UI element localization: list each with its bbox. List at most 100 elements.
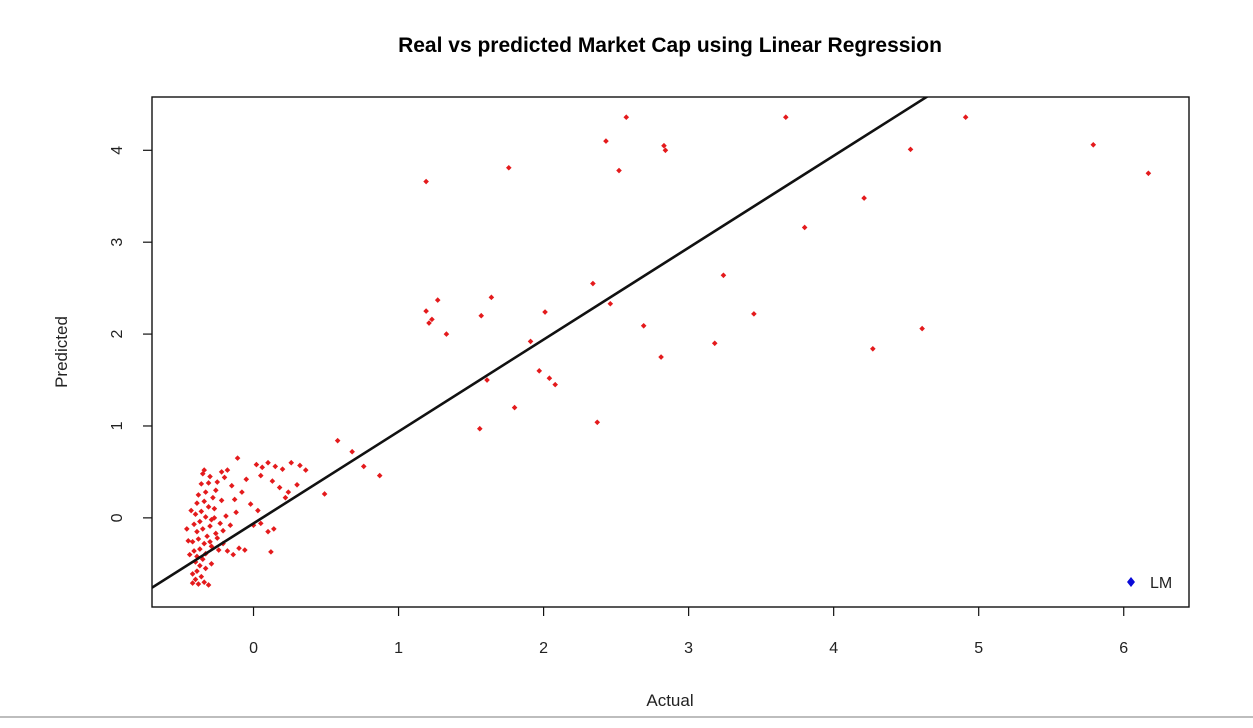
data-point xyxy=(194,553,200,560)
data-point xyxy=(231,496,238,503)
data-point xyxy=(202,565,209,572)
data-point xyxy=(285,489,292,495)
data-point xyxy=(195,492,202,498)
data-point xyxy=(1145,170,1152,177)
data-point xyxy=(189,571,196,577)
data-point xyxy=(272,463,279,470)
data-point xyxy=(199,470,206,477)
data-point xyxy=(640,323,647,329)
data-point xyxy=(658,354,664,360)
data-point xyxy=(224,548,231,554)
data-point xyxy=(213,487,219,494)
data-point xyxy=(201,579,208,585)
data-point xyxy=(201,540,208,547)
x-tick-label: 1 xyxy=(394,640,403,657)
data-point xyxy=(259,464,266,471)
data-point xyxy=(962,114,969,121)
data-point xyxy=(870,345,876,352)
data-point xyxy=(536,368,543,374)
data-point xyxy=(195,581,202,587)
data-point xyxy=(204,533,210,540)
data-point xyxy=(247,501,254,507)
data-point xyxy=(257,472,264,479)
data-point xyxy=(720,272,727,279)
data-point xyxy=(207,473,213,480)
data-point xyxy=(661,142,667,149)
data-point xyxy=(194,528,200,535)
data-point xyxy=(234,455,241,461)
data-point xyxy=(213,530,219,537)
data-point xyxy=(253,461,260,468)
data-point xyxy=(751,311,757,317)
x-tick-label: 2 xyxy=(539,640,548,657)
data-point xyxy=(188,507,194,514)
y-tick-label: 0 xyxy=(109,513,126,522)
data-point xyxy=(195,536,202,542)
data-point xyxy=(189,538,196,545)
data-point xyxy=(230,551,237,558)
data-point xyxy=(239,489,245,495)
data-point xyxy=(198,481,205,487)
data-point xyxy=(546,375,553,381)
data-point xyxy=(511,404,518,411)
data-point xyxy=(616,167,622,174)
data-point xyxy=(282,494,289,501)
data-point xyxy=(423,178,429,185)
data-point xyxy=(288,459,295,466)
data-point xyxy=(302,467,309,473)
data-point xyxy=(269,478,276,484)
x-tick-label: 4 xyxy=(829,640,838,657)
data-point xyxy=(711,340,718,347)
data-point xyxy=(590,280,596,287)
data-point xyxy=(184,526,190,532)
data-point xyxy=(223,513,229,519)
data-point xyxy=(198,573,205,580)
data-point xyxy=(594,419,601,426)
data-point xyxy=(426,320,432,326)
data-point xyxy=(505,164,512,171)
data-point xyxy=(623,114,630,121)
data-point xyxy=(255,507,261,514)
data-point xyxy=(202,489,209,495)
data-point xyxy=(205,582,212,588)
y-tick-label: 1 xyxy=(109,421,126,430)
data-point xyxy=(907,146,914,153)
data-point xyxy=(276,484,283,491)
data-point xyxy=(211,515,218,521)
data-point xyxy=(199,526,206,532)
data-point xyxy=(360,463,367,470)
data-point xyxy=(861,195,867,201)
data-point xyxy=(215,547,222,553)
data-point xyxy=(783,114,789,121)
x-tick-label: 5 xyxy=(974,640,983,657)
data-point xyxy=(194,500,200,506)
data-point xyxy=(218,469,225,475)
x-axis: 0 1 2 3 4 5 6 xyxy=(249,607,1128,657)
data-point xyxy=(194,568,200,574)
data-point xyxy=(198,508,205,515)
data-point xyxy=(208,561,215,567)
data-point xyxy=(211,505,218,512)
data-point xyxy=(484,377,490,383)
data-point xyxy=(349,448,355,455)
y-axis: 0 1 2 3 4 xyxy=(109,146,152,522)
data-point xyxy=(218,497,225,504)
data-point xyxy=(321,491,328,497)
data-point xyxy=(801,224,808,231)
data-point xyxy=(476,425,483,432)
data-point xyxy=(236,545,242,551)
data-point xyxy=(228,482,235,489)
data-point xyxy=(220,527,226,534)
data-point xyxy=(265,528,271,535)
points-layer xyxy=(184,114,1152,588)
data-point xyxy=(603,138,609,144)
data-point xyxy=(429,316,435,323)
x-tick-label: 6 xyxy=(1119,640,1128,657)
data-point xyxy=(233,509,239,516)
data-point xyxy=(189,580,196,586)
data-point xyxy=(221,474,228,481)
data-point xyxy=(197,562,203,569)
data-point xyxy=(205,504,212,510)
data-point xyxy=(376,472,383,479)
data-point xyxy=(334,437,341,444)
